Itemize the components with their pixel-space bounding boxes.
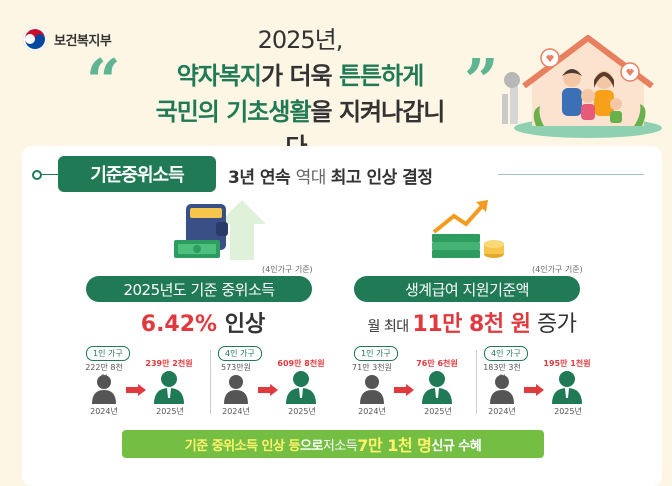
content-panel: [22, 146, 662, 486]
title-highlight-welfare: 약자복지: [176, 62, 262, 90]
benefit-suffix: 증가: [530, 312, 577, 337]
to-year: 2025년: [288, 407, 316, 416]
section-subtitle: 3년 연속 역대 최고 인상 결정: [228, 163, 433, 188]
person-icon: [360, 375, 384, 404]
arrow-right-icon: [524, 384, 544, 396]
from-year: 2024년: [488, 407, 516, 416]
to-value: 76만 6천원: [416, 359, 458, 368]
section-subtitle-b: 최고 인상 결정: [330, 168, 433, 188]
household-tag: 4인 가구: [218, 346, 262, 361]
banner-c: 저소득: [322, 438, 358, 454]
note-left: (4인가구 기준): [262, 265, 313, 274]
to-year: 2025년: [424, 407, 452, 416]
open-quote-icon: “: [86, 47, 121, 117]
section-bullet: [32, 170, 42, 180]
person-icon: [490, 375, 514, 404]
section-line-right: [498, 174, 644, 175]
from-value: 71만 3천원: [352, 363, 392, 372]
beneficiary-banner: 기준 중위소득 인상 등 으로 저소득 7만 1천 명 신규 수혜: [122, 430, 544, 458]
benefit-prefix: 월 최대: [367, 319, 413, 335]
group-divider: [476, 350, 477, 414]
to-year: 2025년: [554, 407, 582, 416]
person-icon: [224, 375, 248, 404]
title-line-2-mid: 가 더욱: [261, 62, 339, 90]
section-subtitle-light: 역대: [295, 168, 331, 188]
household-tag: 4인 가구: [484, 346, 528, 361]
person-icon: [92, 375, 116, 404]
arrow-right-icon: [394, 384, 414, 396]
group-right-1: 1인 가구 71만 3천원 76만 6천원 2024년 2025년: [350, 346, 476, 416]
benefit-amount: 11만 8천 원: [412, 312, 531, 337]
taegeuk-emblem-icon: [22, 26, 48, 52]
person-icon: [552, 371, 582, 404]
money-growth-icon: [432, 200, 504, 258]
section-subtitle-a: 3년 연속: [228, 168, 296, 188]
to-year: 2025년: [156, 407, 184, 416]
group-right-4: 4인 가구 183만 3천원 195만 1천원 2024년 2025년: [480, 346, 606, 416]
family-house-illustration: [502, 35, 662, 138]
from-year: 2024년: [222, 407, 250, 416]
person-icon: [286, 371, 316, 404]
title-highlight-livelihood: 국민의 기초생활: [155, 98, 312, 126]
infographic: 보건복지부 “ ” 2025년, 약자복지가 더욱 튼튼하게 국민의 기초생활을…: [22, 26, 662, 486]
to-value: 239만 2천원: [145, 359, 193, 368]
arrow-right-icon: [126, 384, 146, 396]
person-icon: [422, 371, 452, 404]
ministry-logo: 보건복지부: [22, 26, 112, 52]
title-year: 2025년,: [257, 26, 344, 54]
group-divider: [210, 350, 211, 414]
banner-e: 신규 수혜: [431, 438, 482, 454]
title-highlight-strong: 튼튼하게: [338, 62, 424, 90]
from-year: 2024년: [358, 407, 386, 416]
banner-a: 기준 중위소득 인상 등: [184, 438, 301, 454]
rate-suffix: 인상: [217, 312, 266, 337]
title-line-2: 약자복지가 더욱 튼튼하게: [150, 56, 450, 91]
close-quote-icon: ”: [464, 47, 499, 117]
group-left-1: 1인 가구 222만 8천원 239만 2천원 2024년 2025년: [82, 346, 208, 416]
to-value: 609만 8천원: [277, 359, 325, 368]
pill-median-income: 2025년도 기준 중위소득: [86, 276, 312, 302]
household-tag: 1인 가구: [86, 346, 130, 361]
pill-livelihood-benefit: 생계급여 지원기준액: [354, 276, 580, 302]
section-line-left: [42, 174, 58, 175]
arrow-right-icon: [258, 384, 278, 396]
rate-increase: 6.42% 인상: [128, 306, 278, 338]
rate-value: 6.42%: [140, 312, 218, 337]
to-value: 195만 1천원: [543, 359, 591, 368]
logo-text: 보건복지부: [54, 33, 112, 49]
household-tag: 1인 가구: [354, 346, 398, 361]
note-right: (4인가구 기준): [532, 265, 583, 274]
group-left-4: 4인 가구 573만원 609만 8천원 2024년 2025년: [214, 346, 340, 416]
title-line-3: 국민의 기초생활을 지켜나갑니다.: [150, 92, 450, 162]
banner-b: 으로: [299, 438, 323, 454]
from-value: 573만원: [221, 363, 251, 372]
benefit-increase: 월 최대 11만 8천 원 증가: [352, 306, 592, 338]
person-icon: [154, 371, 184, 404]
from-year: 2024년: [90, 407, 118, 416]
wallet-money-icon: [174, 200, 266, 260]
section-title: 기준중위소득: [58, 156, 216, 192]
banner-count: 7만 1천 명: [357, 436, 432, 455]
